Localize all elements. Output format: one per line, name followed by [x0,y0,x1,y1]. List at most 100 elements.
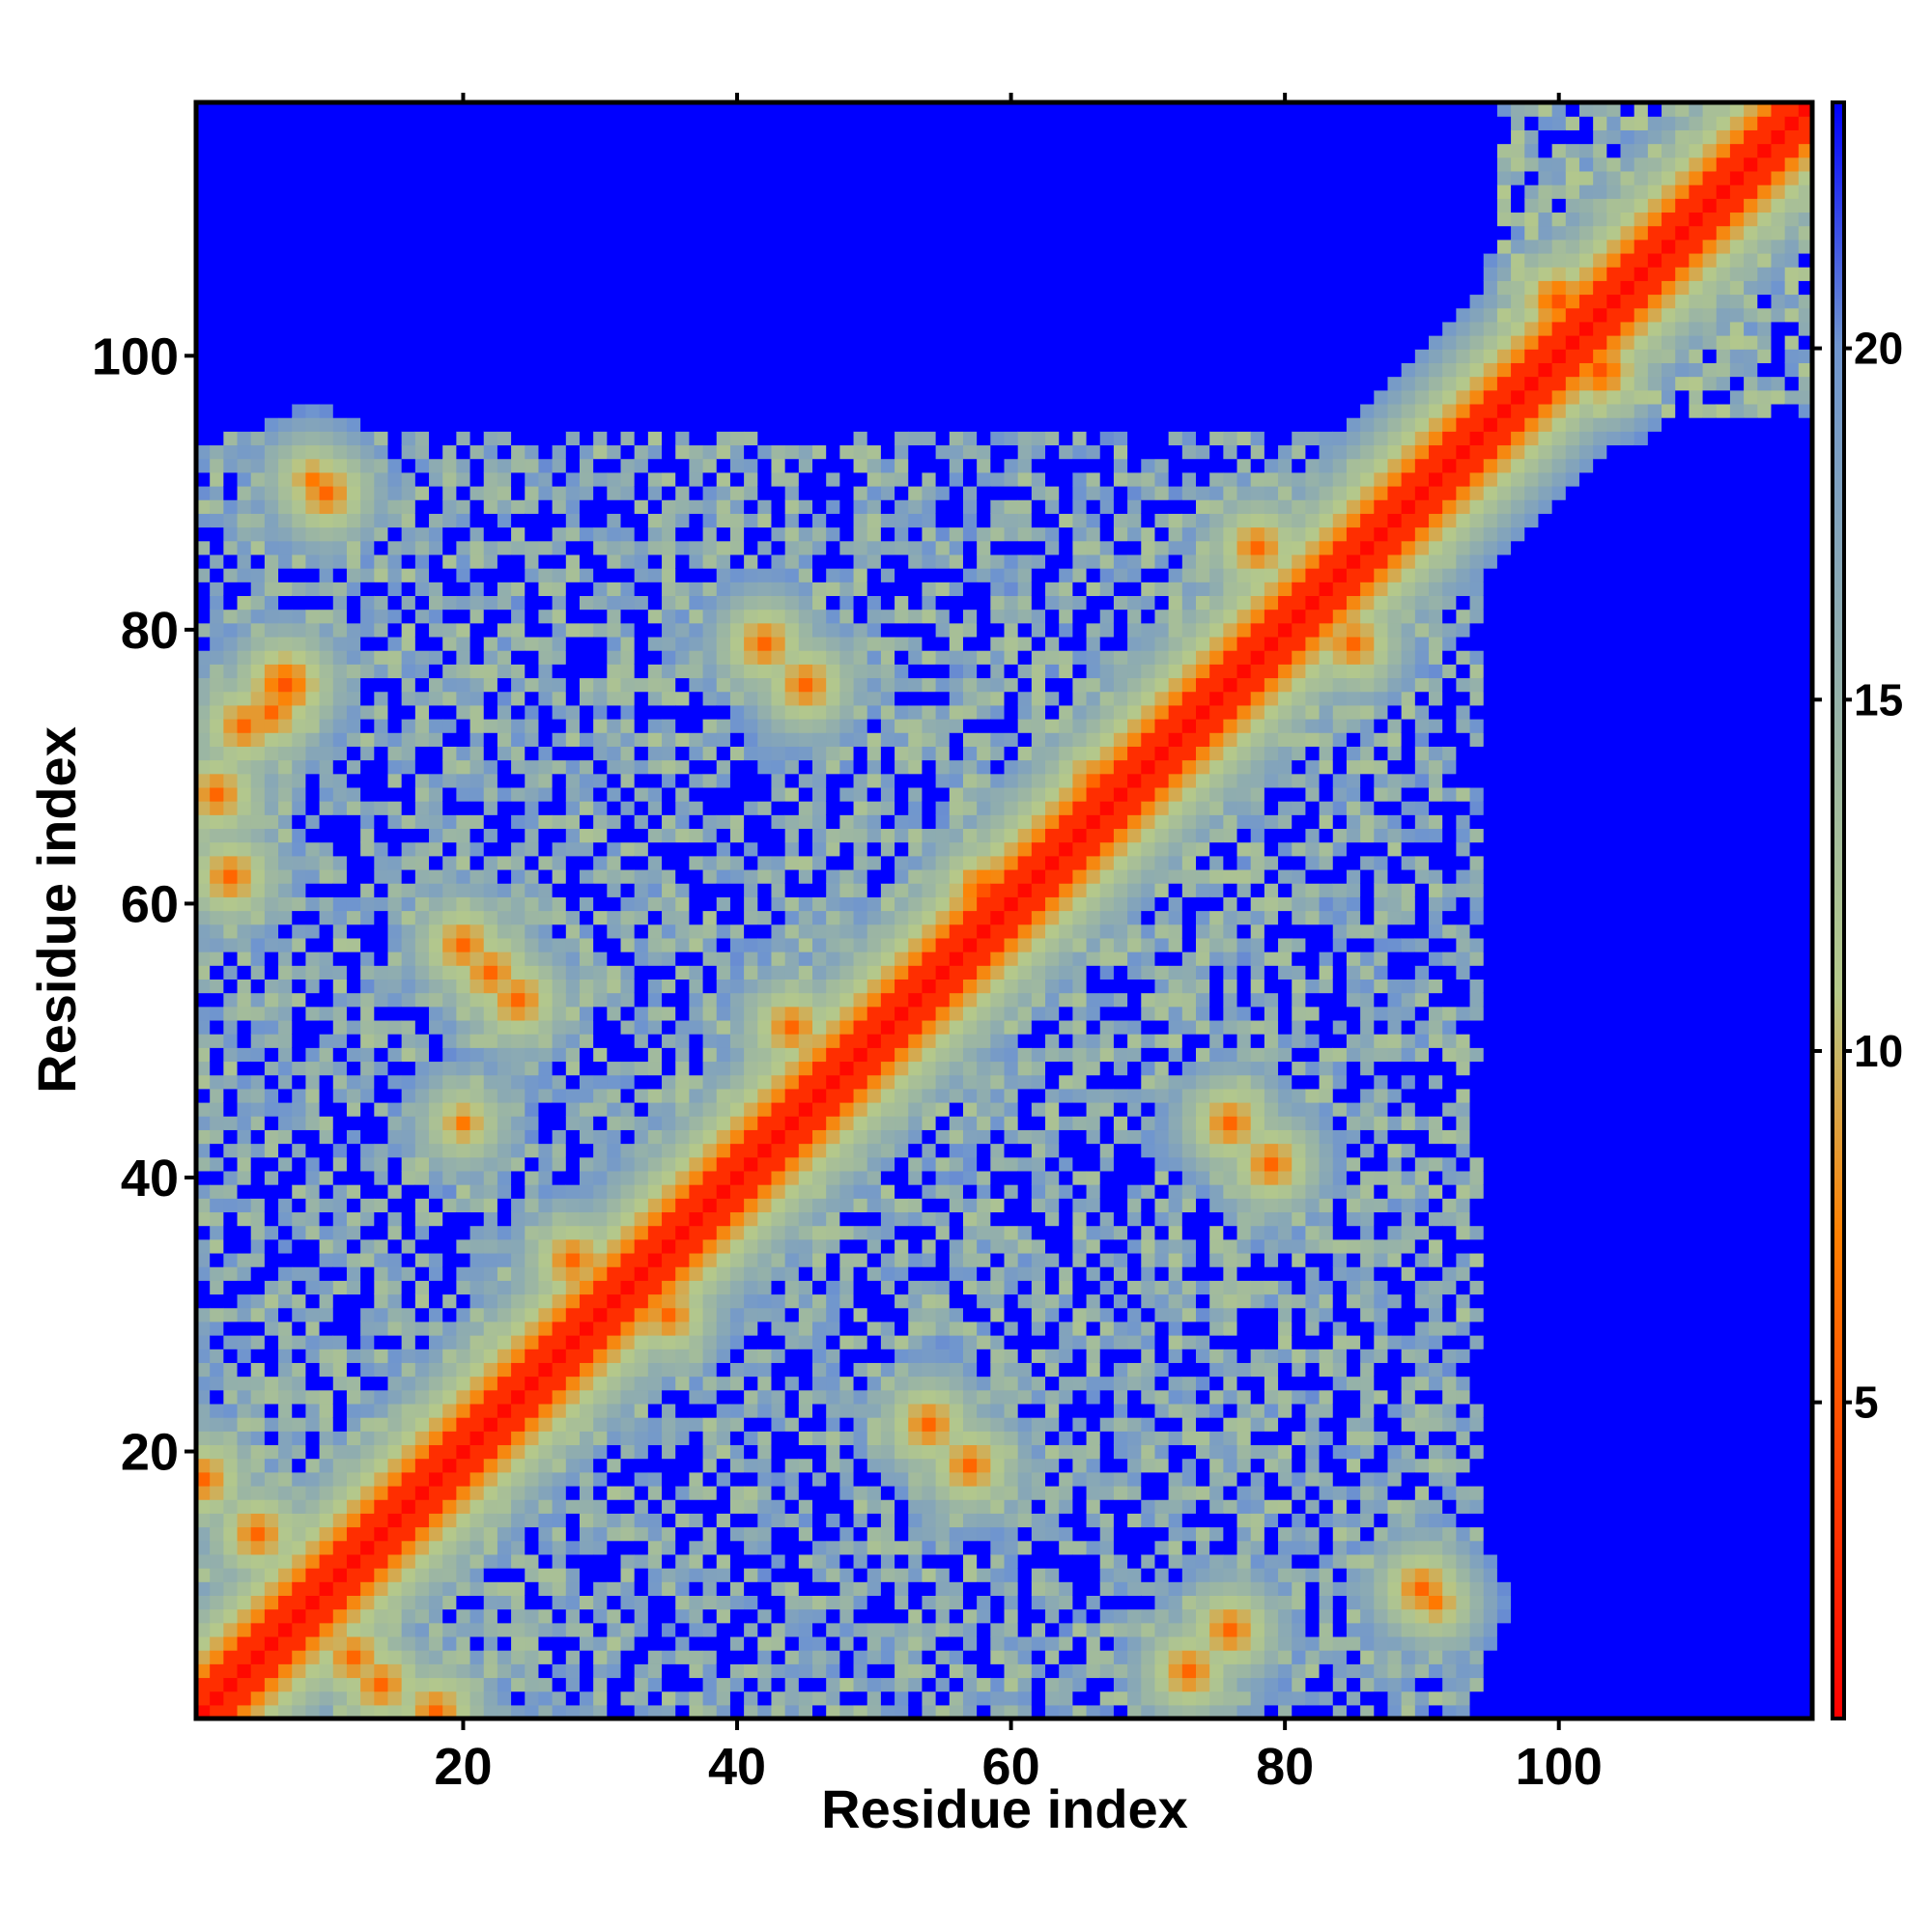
heatmap-cell [360,526,375,542]
heatmap-cell [565,129,581,145]
heatmap-cell [469,732,485,747]
heatmap-cell [278,568,293,582]
heatmap-cell [401,1608,416,1624]
heatmap-cell [757,1553,773,1569]
heatmap-cell [305,1704,321,1719]
heatmap-cell [552,198,567,213]
heatmap-cell [525,1389,540,1405]
heatmap-cell [483,896,498,912]
heatmap-cell [716,979,731,994]
heatmap-cell [662,868,676,884]
heatmap-cell [387,1663,403,1679]
heatmap-cell [414,389,430,405]
heatmap-cell [511,855,526,870]
heatmap-cell [607,431,622,446]
heatmap-cell [757,896,773,912]
heatmap-cell [607,923,622,939]
heatmap-cell [250,952,266,966]
heatmap-cell [414,129,430,145]
heatmap-cell [346,1389,361,1405]
heatmap-cell [429,1444,443,1460]
heatmap-cell [292,609,307,624]
heatmap-cell [593,1184,608,1199]
heatmap-cell [414,1006,430,1021]
heatmap-cell [483,1321,498,1336]
heatmap-cell [757,910,773,925]
heatmap-cell [429,841,443,857]
heatmap-cell [729,1225,745,1240]
heatmap-cell [429,499,443,514]
heatmap-cell [757,595,773,611]
heatmap-cell [675,1211,691,1227]
heatmap-cell [292,1568,307,1582]
heatmap-cell [593,568,608,582]
heatmap-cell [360,719,375,733]
heatmap-cell [525,1211,540,1227]
heatmap-cell [729,1034,745,1048]
heatmap-cell [278,1198,293,1213]
heatmap-cell [196,1061,211,1076]
heatmap-cell [429,1458,443,1473]
heatmap-cell [647,1280,663,1295]
heatmap-cell [565,1321,581,1336]
heatmap-cell [757,1116,773,1130]
heatmap-cell [647,609,663,624]
heatmap-cell [469,952,485,966]
heatmap-cell [305,1307,321,1322]
heatmap-cell [456,1403,471,1418]
heatmap-cell [305,1690,321,1706]
heatmap-cell [319,1238,334,1254]
heatmap-cell [292,786,307,802]
heatmap-cell [456,1526,471,1542]
heatmap-cell [497,499,512,514]
heatmap-cell [675,636,691,651]
heatmap-cell [414,1321,430,1336]
heatmap-cell [469,910,485,925]
heatmap-cell [565,896,581,912]
heatmap-cell [525,1156,540,1172]
heatmap-cell [401,143,416,158]
heatmap-cell [429,362,443,378]
heatmap-cell [662,1376,676,1391]
heatmap-cell [729,664,745,679]
heatmap-cell [729,746,745,761]
heatmap-cell [716,444,731,460]
heatmap-cell [771,1650,786,1664]
heatmap-cell [210,1321,224,1336]
heatmap-cell [414,170,430,185]
heatmap-cell [196,1307,211,1322]
heatmap-cell [469,267,485,281]
heatmap-cell [360,1458,375,1473]
heatmap-cell [346,773,361,788]
heatmap-cell [319,801,334,815]
heatmap-cell [250,910,266,925]
heatmap-cell [319,1184,334,1199]
heatmap-cell [634,1156,649,1172]
heatmap-cell [250,1061,266,1076]
heatmap-cell [757,1581,773,1596]
heatmap-cell [716,883,731,897]
heatmap-cell [483,841,498,857]
heatmap-cell [757,471,773,487]
heatmap-cell [634,1499,649,1514]
heatmap-cell [196,896,211,912]
heatmap-cell [538,1471,554,1487]
heatmap-cell [237,431,252,446]
heatmap-cell [511,554,526,569]
heatmap-cell [647,485,663,500]
heatmap-cell [346,732,361,747]
heatmap-cell [702,759,718,775]
heatmap-cell [210,937,224,952]
heatmap-cell [237,1335,252,1350]
heatmap-cell [264,1389,279,1405]
heatmap-cell [579,1622,594,1637]
heatmap-cell [210,1116,224,1130]
heatmap-cell [689,1635,704,1651]
heatmap-cell [469,389,485,405]
heatmap-cell [360,1499,375,1514]
heatmap-cell [278,664,293,679]
heatmap-cell [702,1349,718,1363]
heatmap-cell [223,1458,239,1473]
heatmap-cell [525,499,540,514]
heatmap-cell [210,485,224,500]
